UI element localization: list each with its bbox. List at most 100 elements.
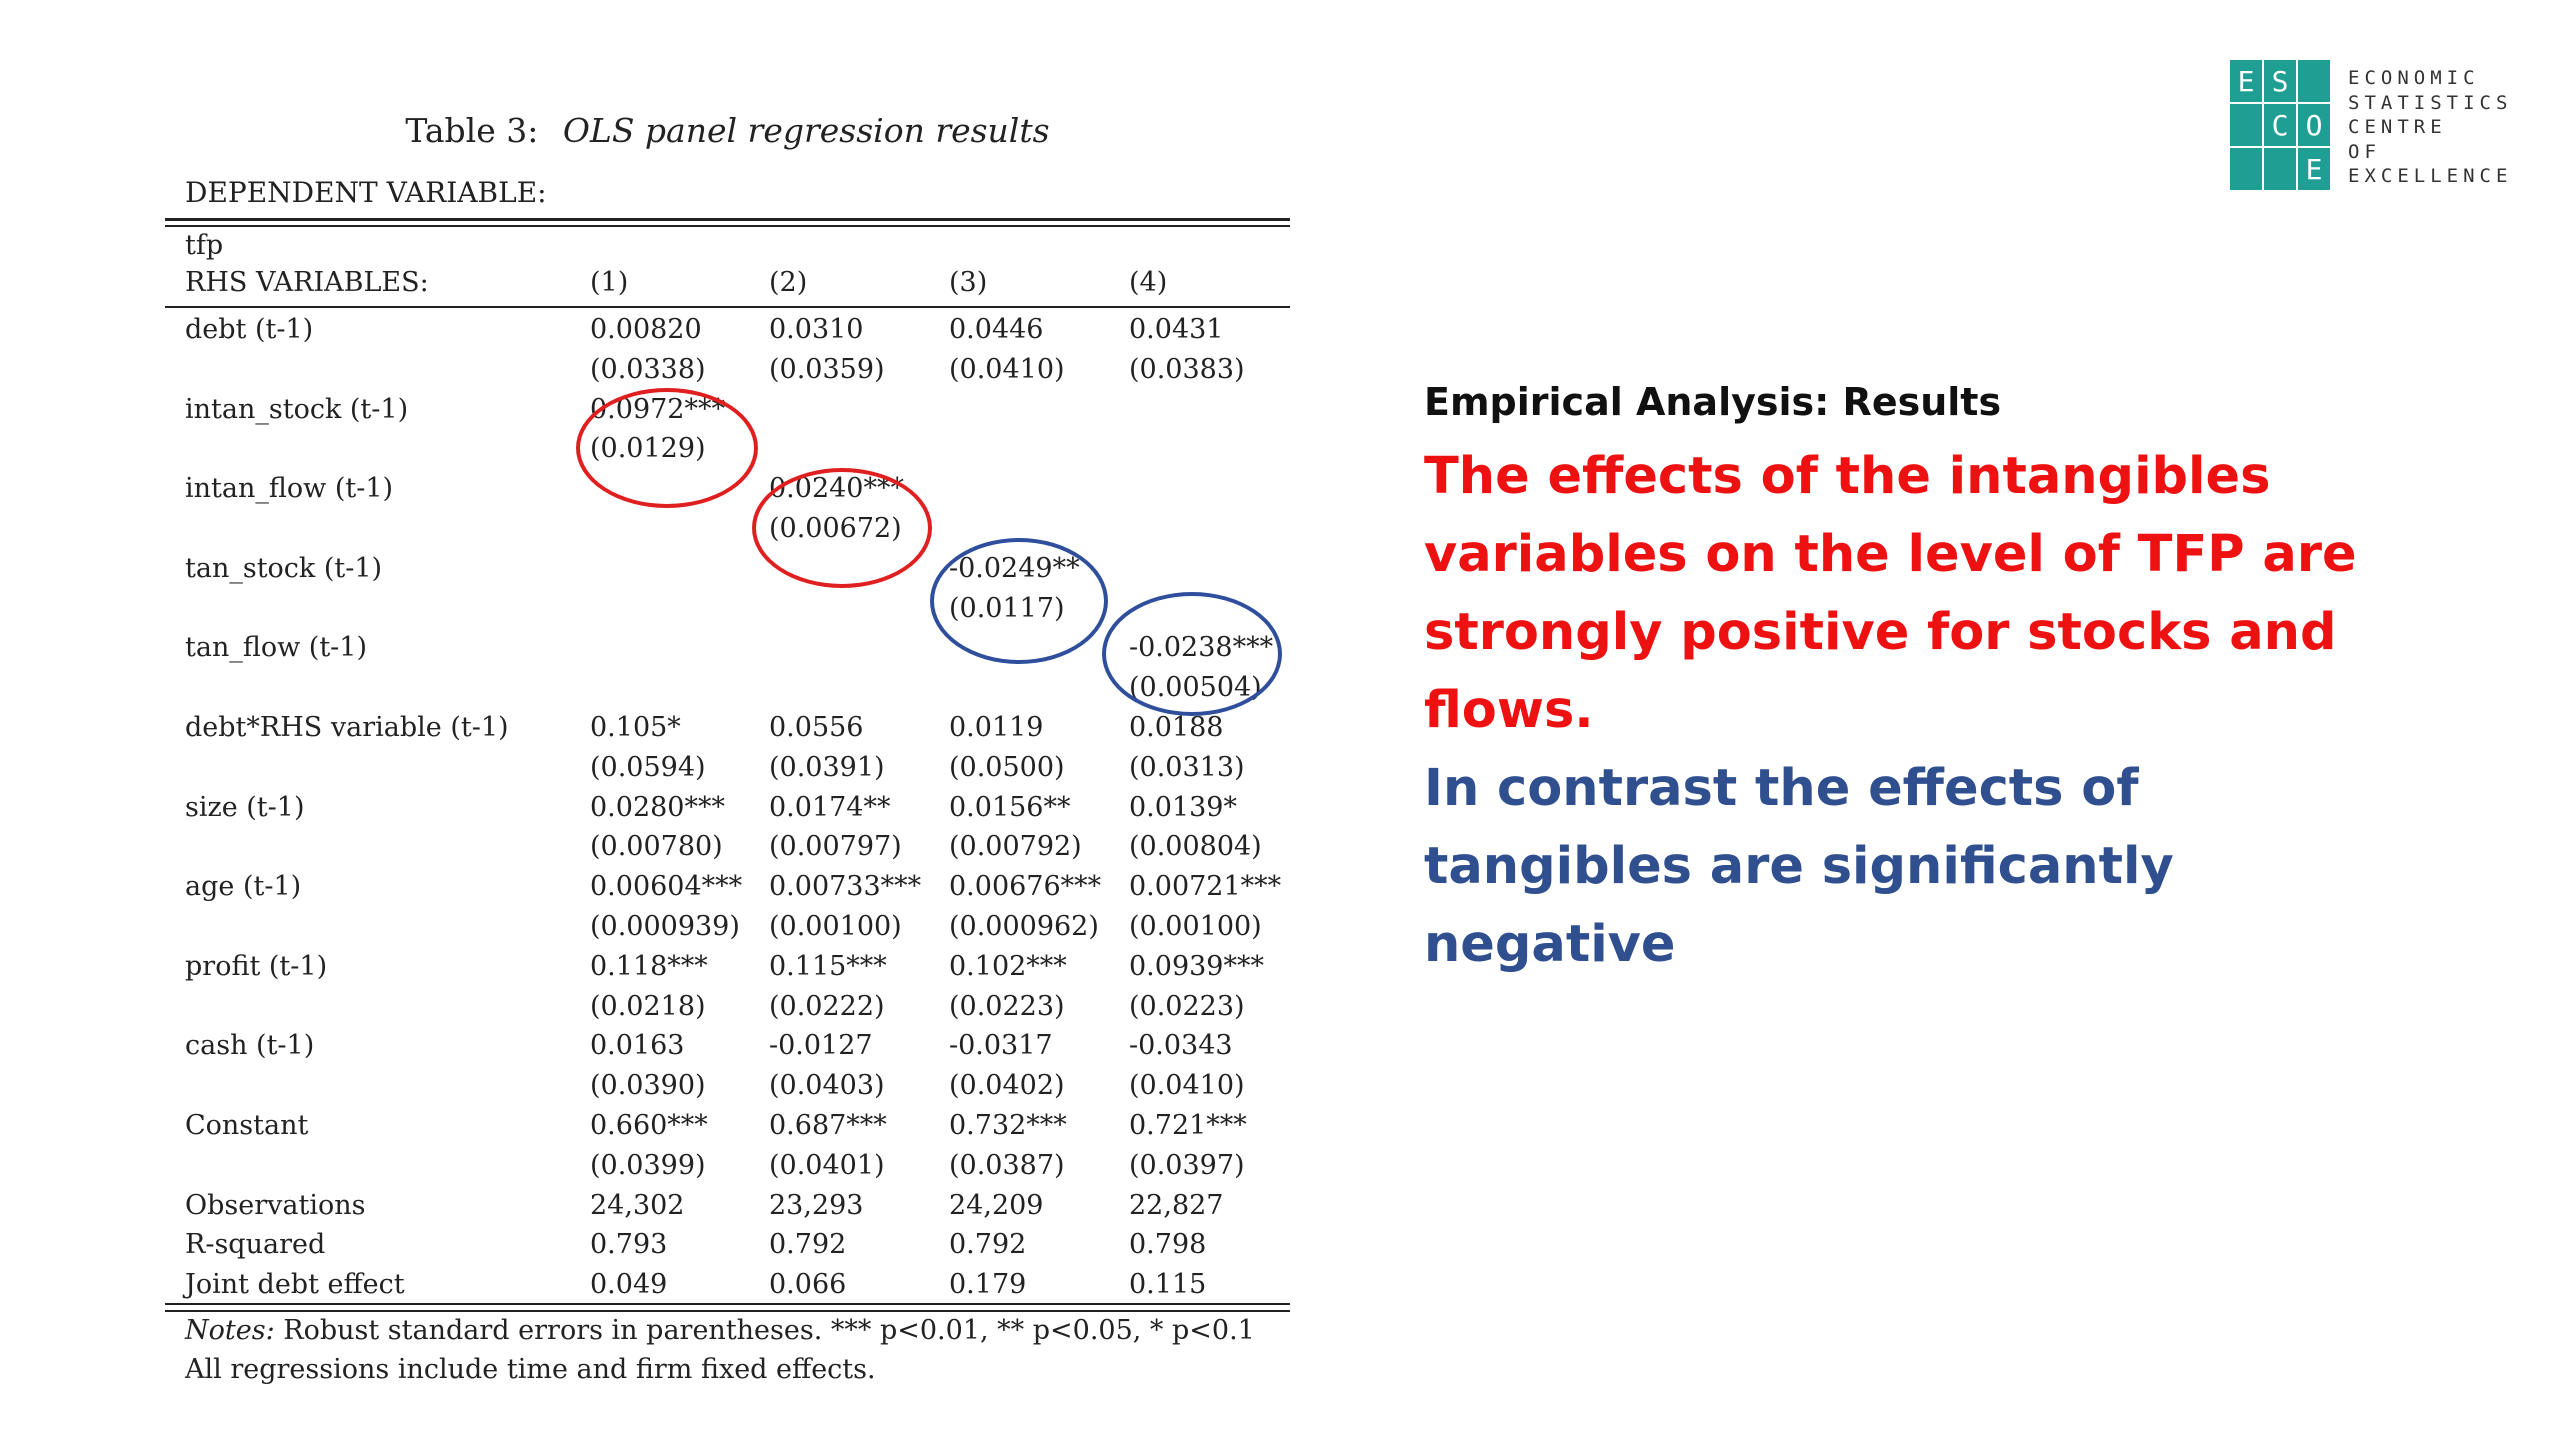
row-label: intan_flow (t-1)	[185, 473, 394, 505]
table-row: debt*RHS variable (t-1) 0.105* 0.0556 0.011…	[0, 709, 1300, 749]
highlight-circle-tan-stock	[930, 538, 1108, 664]
table-cell: 0.798	[1129, 1229, 1207, 1261]
table-row: cash (t-1) 0.0163 -0.0127 -0.0317 -0.0343	[0, 1027, 1300, 1067]
logo-cell	[2298, 60, 2330, 102]
table-cell: 0.0939***	[1129, 950, 1264, 982]
row-label: age (t-1)	[185, 871, 302, 903]
table-cell: 0.792	[949, 1229, 1027, 1261]
header-cell: (1)	[590, 267, 629, 298]
caption-title: OLS panel regression results	[562, 111, 1050, 150]
table-cell: 0.0174**	[769, 791, 891, 823]
logo-cell	[2230, 104, 2262, 146]
statement-line: strongly positive for stocks and	[1424, 603, 2337, 662]
table-cell: 22,827	[1129, 1189, 1224, 1221]
table-cell: (0.0338)	[590, 353, 706, 385]
table-cell: 0.792	[769, 1229, 847, 1261]
table-cell: 0.066	[769, 1269, 847, 1301]
table-row: (0.0218) (0.0222) (0.0223) (0.0223)	[0, 988, 1300, 1028]
table-cell: 0.115***	[769, 950, 887, 982]
table-cell: 0.0139*	[1129, 791, 1237, 823]
table-row: (0.00672)	[0, 510, 1300, 550]
header-cell: RHS VARIABLES:	[185, 267, 429, 298]
table-cell: 0.00733***	[769, 871, 922, 903]
row-label: tan_stock (t-1)	[185, 552, 383, 584]
table-header-row: RHS VARIABLES: (1) (2) (3) (4)	[0, 264, 1300, 304]
highlight-circle-tan-flow	[1102, 592, 1282, 716]
logo-text-line: STATISTICS	[2348, 91, 2513, 114]
logo-text: ECONOMIC STATISTICS CENTRE OF EXCELLENCE	[2348, 66, 2560, 189]
table-cell: (0.0399)	[590, 1149, 706, 1181]
table-cell: -0.0127	[769, 1030, 873, 1062]
table-row: (0.0594) (0.0391) (0.0500) (0.0313)	[0, 749, 1300, 789]
row-label: R-squared	[185, 1229, 326, 1261]
table-cell: 0.660***	[590, 1110, 708, 1141]
table-cell: 0.0119	[949, 712, 1044, 743]
dependent-variable: tfp	[185, 230, 224, 261]
row-label: tan_flow (t-1)	[185, 632, 368, 664]
table-cell: (0.0391)	[769, 751, 885, 783]
logo-cell: E	[2230, 60, 2262, 102]
logo-cell: E	[2298, 148, 2330, 190]
table-notes-line2: All regressions include time and firm fi…	[185, 1354, 876, 1385]
table-cell: 0.0280***	[590, 791, 725, 823]
table-cell: 0.115	[1129, 1269, 1207, 1301]
table-cell: 24,209	[949, 1189, 1044, 1221]
table-cell: (0.0594)	[590, 751, 706, 783]
table-cell: (0.0500)	[949, 751, 1065, 783]
notes-text: Robust standard errors in parentheses. *…	[283, 1315, 1255, 1346]
statement-line: negative	[1424, 915, 1676, 974]
table-cell: (0.0218)	[590, 990, 706, 1022]
table-top-rule-2	[165, 225, 1290, 227]
table-cell: 0.721***	[1129, 1110, 1247, 1141]
table-cell: 0.0188	[1129, 712, 1224, 743]
table-cell: (0.0387)	[949, 1149, 1065, 1181]
table-header-rule	[165, 306, 1290, 308]
logo-cell	[2230, 148, 2262, 190]
table-cell: 23,293	[769, 1189, 864, 1221]
table-row: (0.00504)	[0, 669, 1300, 709]
row-label: Constant	[185, 1110, 309, 1141]
table-row: Observations 24,302 23,293 24,209 22,827	[0, 1187, 1300, 1227]
table-cell: 0.0431	[1129, 314, 1224, 345]
table-cell: (0.00100)	[1129, 911, 1262, 942]
table-cell: (0.0223)	[1129, 990, 1245, 1022]
table-cell: (0.0410)	[949, 353, 1065, 385]
highlight-circle-intan-stock	[576, 388, 758, 508]
statement-line: variables on the level of TFP are	[1424, 525, 2357, 584]
notes-label: Notes:	[185, 1315, 275, 1346]
table-row: (0.0338) (0.0359) (0.0410) (0.0383)	[0, 351, 1300, 391]
table-cell: (0.0401)	[769, 1149, 885, 1181]
table-cell: 0.00721***	[1129, 871, 1282, 903]
table-cell: 0.0446	[949, 314, 1044, 345]
table-cell: 0.732***	[949, 1110, 1067, 1141]
table-cell: 0.105*	[590, 712, 681, 743]
table-cell: 0.049	[590, 1269, 668, 1301]
table-caption: Table 3: OLS panel regression results	[165, 111, 1290, 150]
logo-text-line: ECONOMIC	[2348, 67, 2480, 89]
row-label: intan_stock (t-1)	[185, 393, 409, 425]
statement-line: In contrast the effects of	[1424, 759, 2139, 818]
table-notes-line1: Notes: Robust standard errors in parenth…	[185, 1312, 1255, 1350]
table-cell: 0.102***	[949, 950, 1067, 982]
table-cell: (0.0390)	[590, 1070, 706, 1102]
logo-cell	[2264, 148, 2296, 190]
table-cell: (0.0383)	[1129, 353, 1245, 385]
statement-line: The effects of the intangibles	[1424, 447, 2271, 506]
logo-text-line: OF	[2348, 140, 2381, 163]
table-row: Joint debt effect 0.049 0.066 0.179 0.115	[0, 1266, 1300, 1306]
results-heading: Empirical Analysis: Results	[1424, 380, 2002, 424]
table-cell: -0.0317	[949, 1030, 1053, 1062]
table-row: debt (t-1) 0.00820 0.0310 0.0446 0.0431	[0, 311, 1300, 351]
table-bottom-rule-2	[165, 1310, 1290, 1312]
table-cell: (0.00797)	[769, 831, 902, 863]
table-row: (0.00780) (0.00797) (0.00792) (0.00804)	[0, 828, 1300, 868]
row-label: cash (t-1)	[185, 1030, 315, 1062]
table-cell: (0.0359)	[769, 353, 885, 385]
table-cell: 0.687***	[769, 1110, 887, 1141]
table-cell: 0.179	[949, 1269, 1027, 1301]
table-row: size (t-1) 0.0280*** 0.0174** 0.0156** 0.013…	[0, 789, 1300, 829]
logo-text-line: CENTRE	[2348, 116, 2447, 138]
row-label: size (t-1)	[185, 791, 305, 823]
statement-line: tangibles are significantly	[1424, 837, 2174, 896]
